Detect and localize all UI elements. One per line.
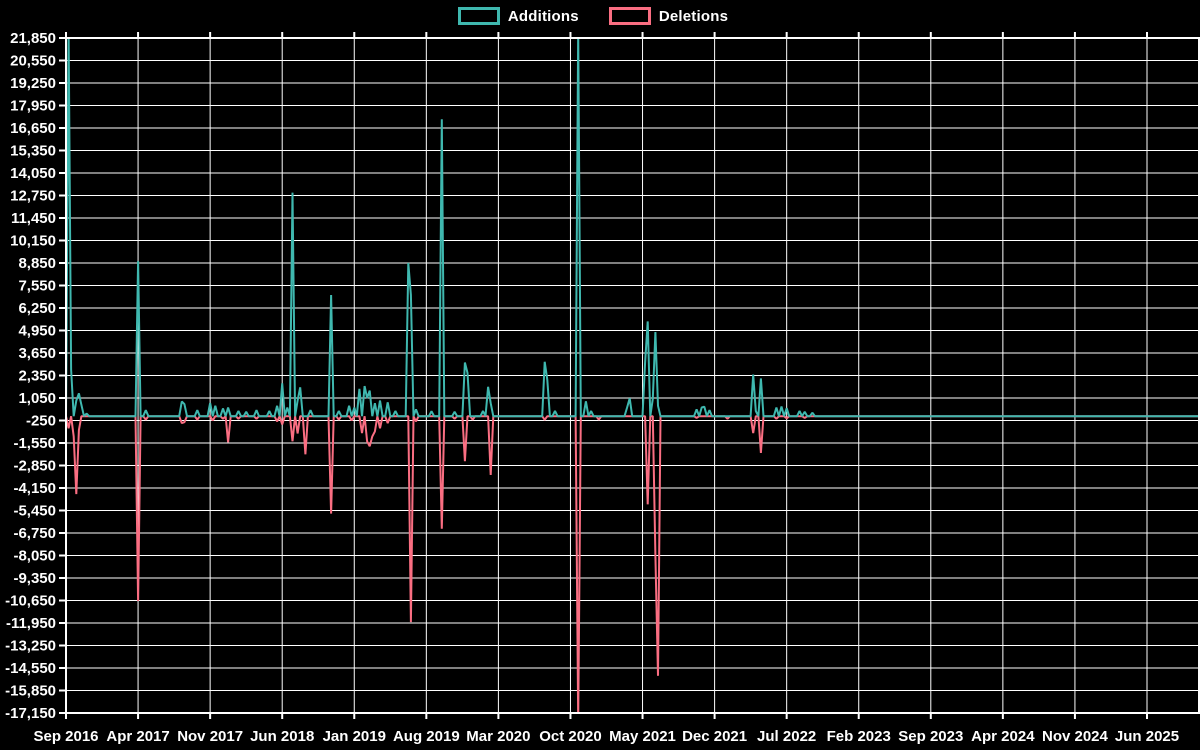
x-tick-label: Jan 2019 [323, 728, 386, 745]
x-tick-label: May 2021 [609, 728, 676, 745]
x-tick-label: Feb 2023 [827, 728, 891, 745]
y-tick-label: 7,550 [18, 278, 56, 295]
y-tick-label: 12,750 [10, 188, 56, 205]
y-tick-label: -13,250 [5, 638, 56, 655]
x-tick-label: Nov 2017 [177, 728, 243, 745]
y-tick-label: 17,950 [10, 98, 56, 115]
x-tick-label: Sep 2023 [898, 728, 963, 745]
x-tick-label: Dec 2021 [682, 728, 747, 745]
additions-legend-label: Additions [507, 7, 579, 25]
y-tick-label: 15,350 [10, 143, 56, 160]
x-tick-label: Oct 2020 [539, 728, 602, 745]
grid-lines [65, 37, 1199, 714]
legend-item-additions: Additions [457, 7, 579, 25]
y-tick-label: -4,150 [13, 480, 56, 497]
y-tick-label: 4,950 [18, 323, 56, 340]
y-tick-label: -17,150 [5, 705, 56, 722]
y-tick-label: 21,850 [10, 30, 56, 47]
x-tick-label: Apr 2017 [106, 728, 169, 745]
y-tick-label: -6,750 [13, 525, 56, 542]
y-tick-label: 20,550 [10, 53, 56, 70]
y-tick-label: -15,850 [5, 683, 56, 700]
y-tick-label: -1,550 [13, 435, 56, 452]
x-tick-label: Mar 2020 [466, 728, 530, 745]
y-tick-label: 3,650 [18, 345, 56, 362]
y-tick-label: 6,250 [18, 300, 56, 317]
additions-swatch-icon [457, 7, 500, 25]
y-tick-label: -14,550 [5, 660, 56, 677]
plot-border [65, 37, 1200, 714]
y-tick-label: 14,050 [10, 165, 56, 182]
deletions-swatch-icon [608, 7, 651, 25]
y-tick-label: 1,050 [18, 390, 56, 407]
y-tick-label: -10,650 [5, 593, 56, 610]
y-tick-label: -2,850 [13, 458, 56, 475]
x-tick-label: Apr 2024 [971, 728, 1035, 745]
y-tick-label: 10,150 [10, 233, 56, 250]
x-tick-label: Nov 2024 [1042, 728, 1109, 745]
y-tick-label: -11,950 [6, 615, 56, 632]
x-axis-labels: Sep 2016 Apr 2017 Nov 2017 Jun 2018 Jan 2019… [33, 728, 1179, 745]
y-tick-label: 11,450 [11, 210, 56, 227]
x-tick-label: Jun 2018 [250, 728, 314, 745]
y-tick-label: 16,650 [10, 120, 56, 137]
y-tick-label: -8,050 [13, 548, 56, 565]
x-tick-label: Aug 2019 [393, 728, 460, 745]
y-tick-label: 2,350 [18, 368, 56, 385]
chart-legend: Additions Deletions [0, 7, 1186, 25]
x-tick-label: Jun 2025 [1115, 728, 1179, 745]
legend-item-deletions: Deletions [608, 7, 729, 25]
deletions-legend-label: Deletions [658, 7, 729, 25]
x-tick-label: Jul 2022 [757, 728, 816, 745]
y-tick-label: -5,450 [13, 503, 56, 520]
y-tick-label: -250 [26, 413, 56, 430]
y-tick-label: 8,850 [18, 255, 56, 272]
y-tick-label: -9,350 [13, 570, 56, 587]
additions-line [66, 38, 1199, 418]
y-axis-labels: 21,850 20,550 19,250 17,950 16,650 15,350 14,0… [5, 30, 56, 722]
y-tick-label: 19,250 [10, 75, 56, 92]
x-tick-label: Sep 2016 [33, 728, 98, 745]
